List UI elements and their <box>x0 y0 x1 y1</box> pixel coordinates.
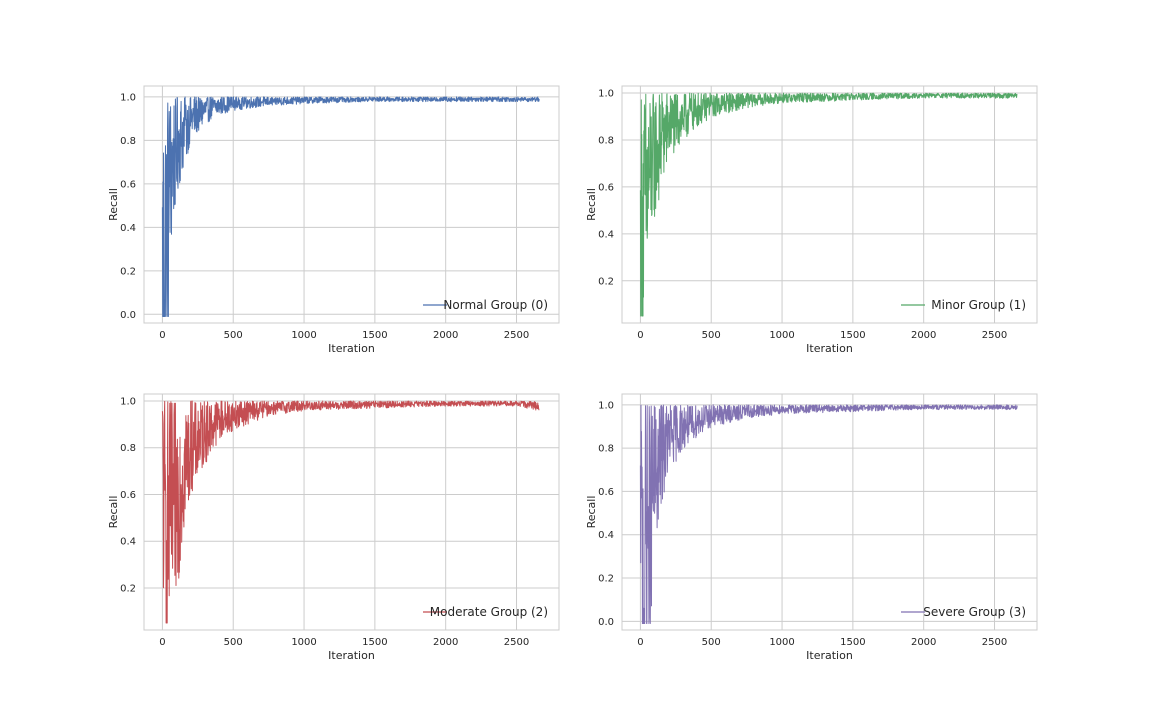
x-tick-label: 1000 <box>769 330 794 341</box>
x-tick-label: 500 <box>702 637 721 648</box>
y-tick-label: 0.6 <box>598 182 614 193</box>
x-tick-label: 500 <box>224 637 243 648</box>
x-tick-label: 1500 <box>840 330 865 341</box>
y-tick-label: 0.2 <box>598 574 614 585</box>
plot-frame <box>143 393 560 631</box>
x-tick-label: 2500 <box>982 330 1007 341</box>
subplot-1: 0 500 1000 1500 2000 2500 0.2 0.4 0.6 0.8 1.0 Itera… <box>585 85 1038 355</box>
y-tick-label: 1.0 <box>120 92 136 103</box>
y-tick-label: 0.4 <box>598 530 614 541</box>
x-axis-label: Iteration <box>328 649 375 662</box>
y-tick-label: 0.0 <box>598 617 614 628</box>
x-tick-label: 1500 <box>840 637 865 648</box>
y-tick-label: 0.4 <box>120 537 136 548</box>
x-tick-label: 2500 <box>504 330 529 341</box>
y-tick-label: 0.2 <box>598 276 614 287</box>
plot-area <box>622 86 1037 323</box>
series-line <box>639 92 1018 317</box>
x-tick-label: 1500 <box>362 330 387 341</box>
legend-label: Moderate Group (2) <box>430 605 548 619</box>
x-tick-label: 500 <box>702 330 721 341</box>
x-tick-label: 500 <box>224 330 243 341</box>
plot-area <box>144 86 559 323</box>
subplot-0: 0 500 1000 1500 2000 2500 0.0 0.2 0.4 0.6 0.8 1.0 It… <box>107 85 560 355</box>
x-axis-label: Iteration <box>328 342 375 355</box>
x-tick-label: 2500 <box>982 637 1007 648</box>
y-tick-label: 0.6 <box>120 490 136 501</box>
plot-area <box>622 394 1037 630</box>
x-tick-label: 2000 <box>433 637 458 648</box>
x-tick-label: 2500 <box>504 637 529 648</box>
y-tick-label: 1.0 <box>120 397 136 408</box>
y-tick-label: 0.2 <box>120 266 136 277</box>
series-line <box>161 96 540 317</box>
y-tick-label: 0.8 <box>120 136 136 147</box>
legend-label: Severe Group (3) <box>923 605 1026 619</box>
y-tick-label: 0.8 <box>120 443 136 454</box>
y-axis-label: Recall <box>107 496 120 529</box>
x-tick-label: 0 <box>637 330 643 341</box>
y-tick-label: 1.0 <box>598 400 614 411</box>
y-tick-label: 1.0 <box>598 89 614 100</box>
subplot-3: 0 500 1000 1500 2000 2500 0.0 0.2 0.4 0.6 0.8 1.0 It… <box>585 393 1038 662</box>
x-tick-label: 2000 <box>433 330 458 341</box>
y-axis-label: Recall <box>585 496 598 529</box>
x-tick-label: 1500 <box>362 637 387 648</box>
y-tick-label: 0.0 <box>120 310 136 321</box>
y-tick-label: 0.8 <box>598 135 614 146</box>
y-axis-label: Recall <box>585 188 598 221</box>
series-line <box>639 404 1018 624</box>
x-tick-label: 0 <box>159 637 165 648</box>
legend-label: Minor Group (1) <box>931 298 1026 312</box>
series-line <box>161 400 540 624</box>
plot-frame <box>143 85 560 324</box>
x-axis-label: Iteration <box>806 649 853 662</box>
y-tick-label: 0.4 <box>598 229 614 240</box>
y-tick-label: 0.8 <box>598 444 614 455</box>
y-tick-label: 0.6 <box>598 487 614 498</box>
plot-frame <box>621 393 1038 631</box>
x-tick-label: 1000 <box>769 637 794 648</box>
x-tick-label: 1000 <box>291 637 316 648</box>
subplot-2: 0 500 1000 1500 2000 2500 0.2 0.4 0.6 0.8 1.0 Itera… <box>107 393 560 662</box>
x-tick-label: 2000 <box>911 637 936 648</box>
legend-label: Normal Group (0) <box>443 298 548 312</box>
y-tick-label: 0.2 <box>120 583 136 594</box>
y-tick-label: 0.6 <box>120 179 136 190</box>
x-axis-label: Iteration <box>806 342 853 355</box>
x-tick-label: 0 <box>637 637 643 648</box>
y-axis-label: Recall <box>107 188 120 221</box>
y-tick-label: 0.4 <box>120 223 136 234</box>
x-tick-label: 1000 <box>291 330 316 341</box>
x-tick-label: 2000 <box>911 330 936 341</box>
x-tick-label: 0 <box>159 330 165 341</box>
plot-frame <box>621 85 1038 324</box>
